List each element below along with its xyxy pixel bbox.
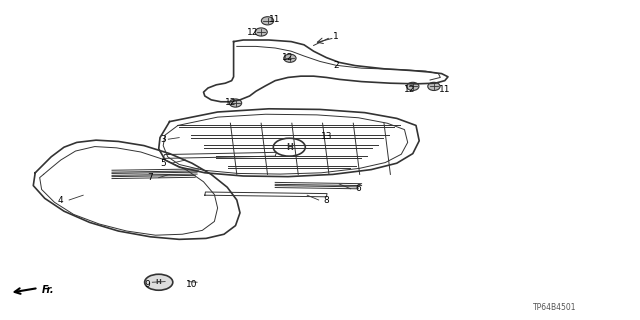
Text: 10: 10 <box>186 280 198 289</box>
Text: 6: 6 <box>356 184 361 193</box>
Text: 3: 3 <box>161 135 166 144</box>
Text: 7: 7 <box>148 173 153 182</box>
Text: 11: 11 <box>269 15 281 24</box>
Text: 11: 11 <box>439 85 451 94</box>
Text: Fr.: Fr. <box>42 284 54 295</box>
Ellipse shape <box>255 28 268 36</box>
Ellipse shape <box>145 274 173 290</box>
Text: 8: 8 <box>324 196 329 204</box>
Text: 9: 9 <box>145 280 150 289</box>
Text: 5: 5 <box>161 159 166 168</box>
Text: H: H <box>156 279 161 285</box>
Ellipse shape <box>428 82 440 91</box>
Text: 4: 4 <box>58 196 63 204</box>
Text: 12: 12 <box>225 98 236 107</box>
Ellipse shape <box>406 82 419 91</box>
Ellipse shape <box>284 54 296 62</box>
Ellipse shape <box>261 17 274 25</box>
Text: TP64B4501: TP64B4501 <box>532 303 576 312</box>
Text: 12: 12 <box>404 85 415 94</box>
Text: H: H <box>286 143 292 152</box>
Text: 2: 2 <box>333 61 339 70</box>
Ellipse shape <box>229 99 242 107</box>
Text: 12: 12 <box>247 28 259 36</box>
Text: 12: 12 <box>282 53 294 62</box>
Text: 13: 13 <box>321 132 332 140</box>
Text: 1: 1 <box>333 32 339 41</box>
